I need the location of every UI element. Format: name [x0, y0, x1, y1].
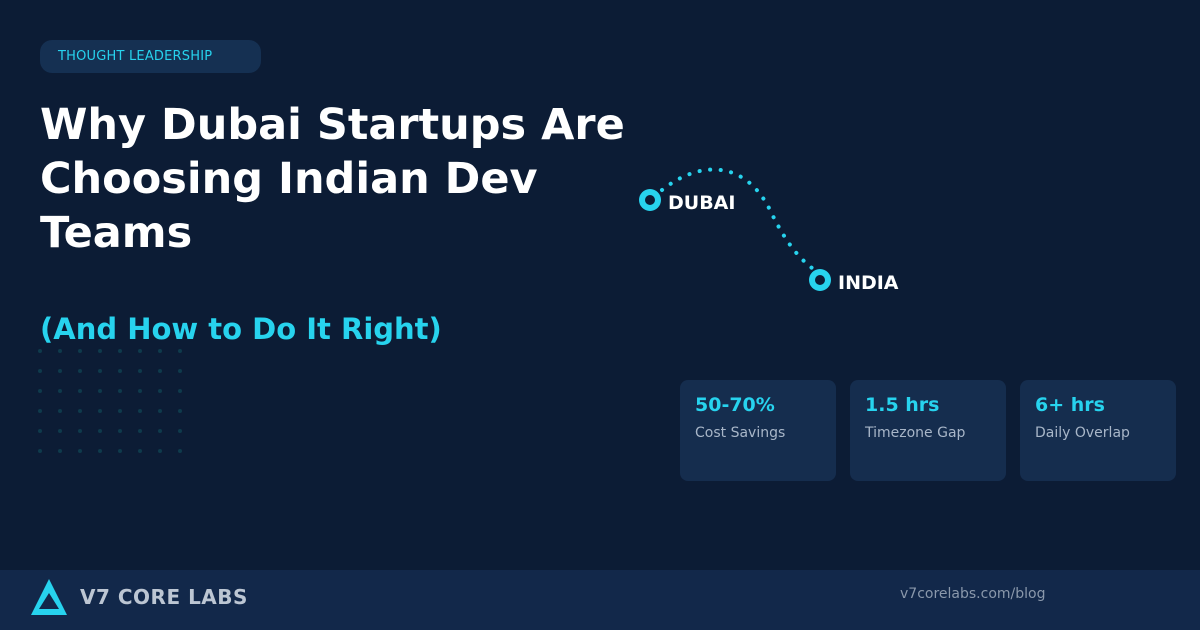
- grid-dot: [78, 429, 82, 433]
- grid-dot: [98, 429, 102, 433]
- grid-dot: [58, 349, 62, 353]
- grid-dot: [138, 409, 142, 413]
- india-marker-icon: [809, 269, 831, 291]
- grid-dot: [98, 389, 102, 393]
- stat-label: Timezone Gap: [865, 425, 966, 441]
- grid-dot: [118, 409, 122, 413]
- grid-dot: [58, 409, 62, 413]
- grid-dot: [138, 429, 142, 433]
- grid-dot: [138, 369, 142, 373]
- triangle-logo-icon: [31, 579, 67, 615]
- origin-label: DUBAI: [668, 192, 735, 214]
- title-line-1: Why Dubai Startups Are: [40, 100, 625, 150]
- stat-card-daily-overlap: 6+ hrs Daily Overlap: [1020, 380, 1176, 481]
- route-path: [660, 167, 814, 270]
- grid-dot: [38, 449, 42, 453]
- grid-dot: [118, 369, 122, 373]
- grid-dot: [138, 449, 142, 453]
- category-badge: THOUGHT LEADERSHIP: [40, 40, 261, 73]
- grid-dot: [118, 449, 122, 453]
- grid-dot: [98, 349, 102, 353]
- grid-dot: [98, 449, 102, 453]
- grid-dot: [158, 409, 162, 413]
- grid-dot: [178, 349, 182, 353]
- grid-dot: [38, 389, 42, 393]
- grid-dot: [138, 389, 142, 393]
- grid-dot: [78, 409, 82, 413]
- destination-label: INDIA: [838, 272, 899, 294]
- grid-dot: [178, 369, 182, 373]
- grid-dot: [158, 449, 162, 453]
- grid-dot: [38, 349, 42, 353]
- stat-value: 6+ hrs: [1035, 394, 1105, 416]
- dot-grid-decoration: [38, 349, 182, 453]
- blog-url-link[interactable]: v7corelabs.com/blog: [900, 586, 1046, 602]
- stat-card-timezone-gap: 1.5 hrs Timezone Gap: [850, 380, 1006, 481]
- page-title: Why Dubai Startups Are Choosing Indian D…: [40, 98, 660, 260]
- dubai-marker-icon: [639, 189, 661, 211]
- stat-value: 1.5 hrs: [865, 394, 940, 416]
- title-line-3: Teams: [40, 208, 193, 258]
- grid-dot: [38, 429, 42, 433]
- page-subtitle: (And How to Do It Right): [40, 312, 442, 346]
- grid-dot: [118, 349, 122, 353]
- grid-dot: [178, 429, 182, 433]
- grid-dot: [158, 349, 162, 353]
- grid-dot: [38, 369, 42, 373]
- grid-dot: [178, 449, 182, 453]
- grid-dot: [78, 349, 82, 353]
- grid-dot: [58, 449, 62, 453]
- stat-card-cost-savings: 50-70% Cost Savings: [680, 380, 836, 481]
- grid-dot: [158, 429, 162, 433]
- stat-value: 50-70%: [695, 394, 775, 416]
- brand-name: V7 CORE LABS: [80, 585, 248, 609]
- grid-dot: [58, 429, 62, 433]
- grid-dot: [178, 409, 182, 413]
- grid-dot: [78, 389, 82, 393]
- grid-dot: [158, 389, 162, 393]
- grid-dot: [118, 389, 122, 393]
- footer-bar: V7 CORE LABS v7corelabs.com/blog: [0, 570, 1200, 630]
- grid-dot: [78, 369, 82, 373]
- grid-dot: [178, 389, 182, 393]
- grid-dot: [58, 369, 62, 373]
- grid-dot: [98, 409, 102, 413]
- stat-label: Daily Overlap: [1035, 425, 1130, 441]
- stat-label: Cost Savings: [695, 425, 786, 441]
- route-map: DUBAI INDIA: [639, 167, 899, 294]
- grid-dot: [58, 389, 62, 393]
- grid-dot: [138, 349, 142, 353]
- title-line-2: Choosing Indian Dev: [40, 154, 538, 204]
- grid-dot: [38, 409, 42, 413]
- grid-dot: [78, 449, 82, 453]
- grid-dot: [98, 369, 102, 373]
- grid-dot: [158, 369, 162, 373]
- grid-dot: [118, 429, 122, 433]
